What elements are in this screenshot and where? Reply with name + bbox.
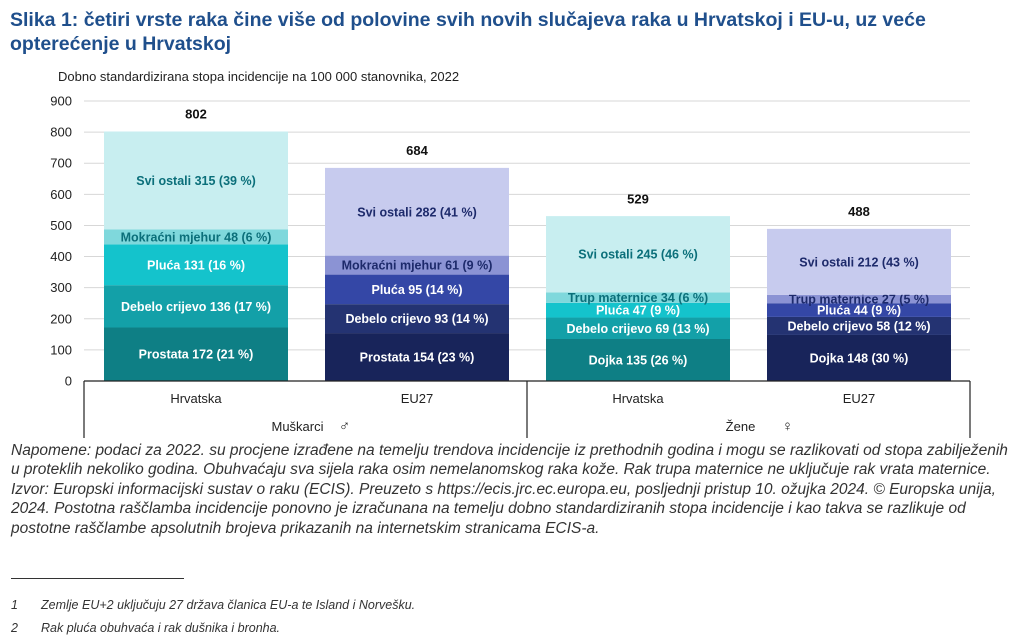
- gender-symbol: ♀: [782, 418, 793, 435]
- total-label: 488: [848, 204, 870, 219]
- segment-label: Mokraćni mjehur 61 (9 %): [342, 259, 493, 273]
- bar-segment: [767, 294, 951, 304]
- segment-label: Dojka 135 (26 %): [589, 354, 688, 368]
- x-group-label: Žene: [726, 419, 756, 434]
- footnote-number: 1: [11, 598, 18, 612]
- bar-segment: [767, 228, 951, 295]
- y-tick-label: 100: [50, 342, 72, 357]
- source-paragraph: Izvor: Europski informacijski sustav o r…: [11, 480, 996, 537]
- segment-label: Pluća 95 (14 %): [371, 283, 462, 297]
- bar-segment: [767, 316, 951, 335]
- segment-label: Pluća 131 (16 %): [147, 258, 245, 272]
- segment-label: Debelo crijevo 136 (17 %): [121, 300, 271, 314]
- y-tick-label: 200: [50, 311, 72, 326]
- x-axis-table: Hrvatska EU27 Hrvatska EU27 Muškarci ♂ Žene ♀: [83, 380, 971, 438]
- segment-label: Debelo crijevo 58 (12 %): [787, 319, 930, 333]
- segment-label: Pluća 44 (9 %): [817, 304, 901, 318]
- x-category-label: Hrvatska: [612, 391, 664, 406]
- x-category-label: EU27: [401, 391, 434, 406]
- bar-segment: [325, 333, 509, 381]
- total-label: 529: [627, 191, 649, 206]
- bar-segment: [104, 244, 288, 286]
- y-tick-label: 700: [50, 156, 72, 171]
- segment-label: Prostata 154 (23 %): [360, 351, 475, 365]
- segment-label: Debelo crijevo 93 (14 %): [345, 312, 488, 326]
- bar-segment: [546, 216, 730, 293]
- bar-stack: Dojka 148 (30 %) Debelo crijevo 58 (12 %)…: [767, 204, 951, 381]
- segment-label: Mokraćni mjehur 48 (6 %): [121, 230, 272, 244]
- chart-title: Slika 1: četiri vrste raka čine više od …: [10, 9, 926, 55]
- y-tick-label: 300: [50, 280, 72, 295]
- x-category-label: Hrvatska: [170, 391, 222, 406]
- bar-stack: Dojka 135 (26 %) Debelo crijevo 69 (13 %)…: [546, 191, 730, 381]
- bar-segment: [104, 229, 288, 245]
- y-tick-label: 800: [50, 125, 72, 140]
- bar-segment: [325, 274, 509, 305]
- bar-segment: [325, 167, 509, 256]
- bar-stack: Prostata 172 (21 %) Debelo crijevo 136 (1…: [104, 106, 288, 381]
- y-axis-ticks: 0 100 200 300 400 500 600 700 800 900: [50, 94, 72, 389]
- bar-segment: [767, 334, 951, 381]
- footnote-1: 1 Zemlje EU+2 uključuju 27 država članica…: [11, 598, 415, 612]
- chart-subtitle: Dobno standardizirana stopa incidencije …: [58, 69, 460, 84]
- total-label: 684: [406, 143, 428, 158]
- footnote-divider: [11, 578, 184, 579]
- footnote-text: Rak pluća obuhvaća i rak dušnika i bronh…: [41, 621, 281, 635]
- footnote-2: 2 Rak pluća obuhvaća i rak dušnika i bron…: [11, 621, 280, 635]
- segment-label: Pluća 47 (9 %): [596, 304, 680, 318]
- y-tick-label: 0: [65, 374, 72, 389]
- bar-stack: Prostata 154 (23 %) Debelo crijevo 93 (14…: [325, 143, 509, 381]
- segment-label: Svi ostali 212 (43 %): [799, 255, 919, 269]
- bars: Prostata 172 (21 %) Debelo crijevo 136 (1…: [104, 106, 951, 381]
- x-group-label: Muškarci: [271, 419, 323, 434]
- total-label: 802: [185, 106, 207, 121]
- bar-segment: [325, 304, 509, 334]
- footnote-number: 2: [11, 621, 18, 635]
- stacked-bar-chart: 0 100 200 300 400 500 600 700 800 900 Prostata 17…: [50, 94, 971, 438]
- bar-segment: [546, 317, 730, 339]
- segment-label: Svi ostali 245 (46 %): [578, 248, 698, 262]
- y-tick-label: 600: [50, 187, 72, 202]
- bar-segment: [546, 339, 730, 381]
- segment-label: Debelo crijevo 69 (13 %): [566, 322, 709, 336]
- bar-segment: [104, 327, 288, 381]
- segment-label: Dojka 148 (30 %): [810, 351, 909, 365]
- chart-notes: Napomene: podaci za 2022. su procjene iz…: [11, 441, 1011, 538]
- segment-label: Svi ostali 282 (41 %): [357, 205, 477, 219]
- notes-paragraph: Napomene: podaci za 2022. su procjene iz…: [11, 442, 1008, 479]
- segment-label: Svi ostali 315 (39 %): [136, 174, 256, 188]
- bar-segment: [325, 255, 509, 275]
- bar-segment: [546, 302, 730, 318]
- y-tick-label: 400: [50, 249, 72, 264]
- bar-segment: [104, 285, 288, 328]
- footnote-text: Zemlje EU+2 uključuju 27 država članica …: [41, 598, 416, 612]
- bar-segment: [767, 303, 951, 317]
- segment-label: Trup maternice 34 (6 %): [568, 291, 708, 305]
- y-tick-label: 900: [50, 94, 72, 109]
- segment-label: Trup maternice 27 (5 %): [789, 293, 929, 307]
- y-tick-label: 500: [50, 218, 72, 233]
- x-category-label: EU27: [843, 391, 876, 406]
- bar-segment: [546, 292, 730, 303]
- gender-symbol: ♂: [339, 418, 350, 435]
- segment-label: Prostata 172 (21 %): [139, 348, 254, 362]
- bar-segment: [104, 131, 288, 230]
